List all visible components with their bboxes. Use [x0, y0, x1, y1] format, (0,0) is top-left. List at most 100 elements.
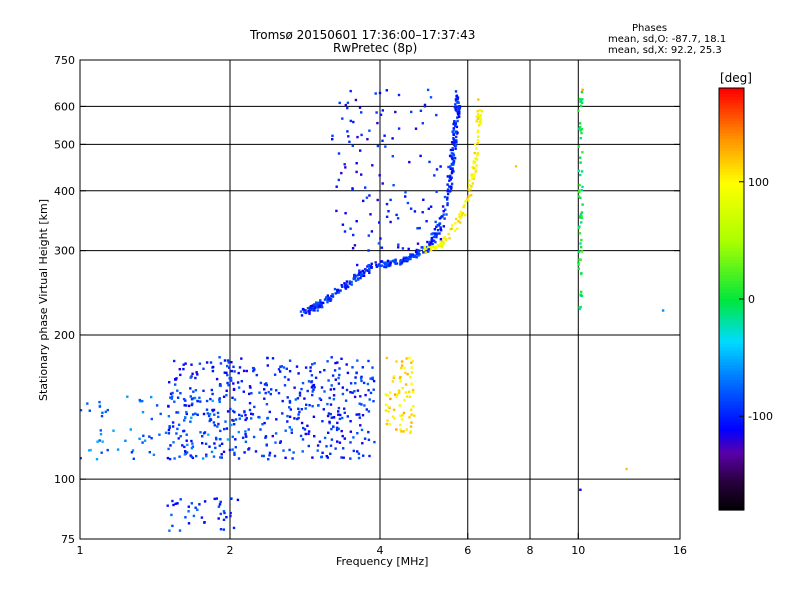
data-point: [578, 250, 581, 253]
data-point: [453, 156, 456, 160]
data-point: [231, 435, 234, 438]
data-point: [402, 256, 406, 259]
data-point: [364, 393, 367, 397]
data-point: [208, 412, 212, 416]
data-point: [367, 234, 370, 237]
data-point: [277, 368, 281, 371]
data-point: [183, 453, 187, 456]
data-point: [395, 213, 398, 217]
data-point: [224, 420, 227, 423]
colorbar-segment: [719, 464, 744, 469]
data-point: [254, 450, 258, 453]
data-point: [322, 408, 325, 411]
data-point: [399, 414, 402, 417]
data-point: [173, 359, 176, 363]
data-point: [237, 386, 241, 389]
colorbar-segment: [719, 329, 744, 333]
data-point: [449, 185, 452, 189]
data-point: [399, 375, 402, 379]
data-point: [399, 428, 402, 431]
data-point: [304, 309, 307, 312]
data-point: [297, 407, 300, 410]
data-point: [337, 413, 340, 416]
data-point: [411, 388, 415, 392]
data-point: [219, 456, 222, 459]
colorbar-segment: [719, 205, 744, 210]
colorbar-segment: [719, 265, 744, 270]
colorbar-segment: [719, 217, 744, 222]
data-point: [351, 366, 354, 369]
data-point: [410, 421, 413, 424]
data-point: [578, 126, 582, 129]
data-point: [416, 242, 420, 245]
data-point: [343, 282, 346, 285]
data-point: [290, 428, 293, 431]
data-point: [473, 143, 477, 146]
colorbar-segment: [719, 214, 744, 219]
data-point: [450, 141, 454, 144]
data-point: [288, 370, 292, 373]
data-point: [150, 417, 153, 421]
data-point: [441, 244, 444, 247]
data-point: [326, 414, 330, 418]
data-point: [358, 402, 361, 405]
colorbar-segment: [719, 148, 744, 152]
data-point: [579, 129, 582, 132]
colorbar-segment: [719, 97, 744, 101]
data-point: [453, 141, 456, 144]
data-point: [313, 303, 316, 306]
colorbar-segment: [719, 268, 744, 273]
data-point: [436, 232, 439, 235]
data-point: [371, 376, 374, 379]
data-point: [218, 398, 221, 401]
colorbar-segment: [719, 413, 744, 418]
data-point: [362, 274, 366, 277]
data-point: [579, 196, 582, 199]
data-point: [385, 202, 389, 206]
data-point: [325, 445, 328, 448]
data-point: [126, 395, 129, 398]
colorbar-segment: [719, 353, 744, 357]
data-point: [214, 446, 217, 450]
colorbar-tick-label: -100: [748, 410, 773, 423]
data-point: [350, 283, 353, 286]
data-point: [357, 413, 361, 416]
data-point: [334, 292, 337, 295]
data-point: [275, 418, 278, 421]
y-tick-label: 100: [54, 473, 75, 486]
data-point: [581, 151, 584, 154]
data-point: [236, 498, 240, 502]
data-point: [409, 408, 413, 411]
data-point: [169, 392, 173, 395]
data-point: [433, 228, 437, 231]
colorbar-segment: [719, 178, 744, 183]
data-point: [357, 456, 361, 460]
data-point: [265, 443, 268, 446]
data-point: [578, 190, 581, 194]
data-point: [467, 188, 470, 191]
data-point: [419, 109, 423, 112]
data-point: [473, 173, 476, 176]
data-point: [231, 396, 234, 399]
data-point: [475, 115, 478, 118]
data-point: [116, 448, 120, 451]
data-point: [399, 263, 402, 266]
data-point: [376, 198, 379, 202]
data-point: [327, 379, 330, 382]
data-point: [436, 245, 439, 248]
data-point: [283, 375, 287, 379]
data-point: [330, 356, 333, 359]
data-point: [273, 454, 277, 458]
data-point: [243, 451, 246, 454]
data-point: [189, 376, 192, 379]
data-point: [258, 391, 261, 394]
data-point: [429, 242, 433, 245]
colorbar-segment: [719, 232, 744, 237]
data-point: [451, 169, 454, 173]
data-point: [198, 362, 202, 365]
data-point: [300, 387, 303, 391]
data-point: [195, 371, 198, 374]
data-point: [350, 280, 353, 284]
data-point: [415, 253, 419, 256]
data-point: [385, 265, 388, 269]
